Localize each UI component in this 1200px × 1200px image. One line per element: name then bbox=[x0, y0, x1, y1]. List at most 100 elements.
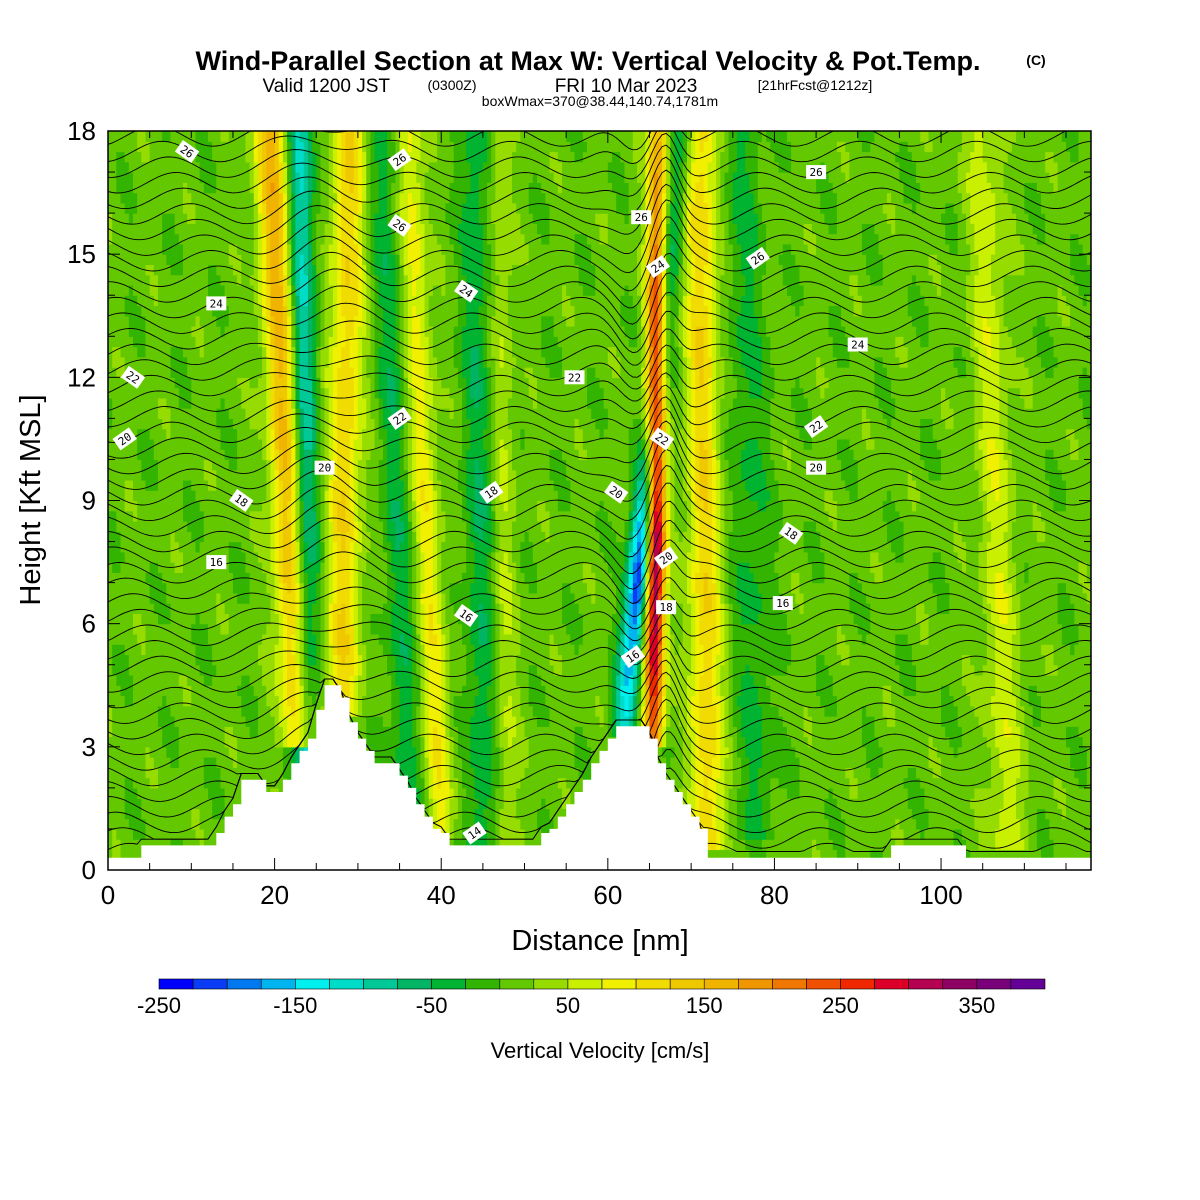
heat-cell bbox=[145, 182, 151, 194]
heat-cell bbox=[166, 305, 172, 317]
heat-cell bbox=[116, 572, 122, 584]
heat-cell bbox=[207, 202, 213, 214]
heat-cell bbox=[332, 131, 338, 142]
heat-cell bbox=[174, 500, 180, 512]
heat-cell bbox=[262, 613, 267, 625]
heat-cell bbox=[332, 479, 338, 491]
heat-cell bbox=[249, 326, 255, 337]
heat-cell bbox=[153, 695, 159, 707]
heat-cell bbox=[220, 531, 226, 543]
heat-cell bbox=[187, 623, 192, 635]
heat-cell bbox=[391, 757, 397, 768]
heat-cell bbox=[178, 305, 184, 317]
heat-cell bbox=[391, 182, 397, 194]
heat-cell bbox=[324, 397, 330, 409]
heat-cell bbox=[174, 644, 180, 656]
heat-cell bbox=[124, 500, 130, 512]
heat-cell bbox=[174, 674, 180, 686]
heat-cell bbox=[295, 644, 301, 656]
heat-cell bbox=[157, 192, 163, 204]
heat-cell bbox=[108, 346, 113, 358]
heat-cell bbox=[382, 582, 388, 594]
heat-cell bbox=[374, 233, 380, 245]
heat-cell bbox=[287, 726, 292, 738]
heat-cell bbox=[120, 469, 126, 481]
heat-cell bbox=[257, 674, 263, 686]
heat-cell bbox=[137, 336, 142, 348]
heat-cell bbox=[287, 182, 292, 194]
heat-cell bbox=[178, 438, 184, 450]
heat-cell bbox=[220, 664, 226, 676]
heat-cell bbox=[124, 674, 130, 686]
heat-cell bbox=[228, 736, 234, 748]
heat-cell bbox=[366, 284, 372, 296]
heat-cell bbox=[257, 408, 263, 419]
heat-cell bbox=[182, 284, 188, 296]
heat-cell bbox=[295, 685, 301, 697]
heat-cell bbox=[362, 264, 367, 276]
heat-cell bbox=[128, 408, 134, 419]
heat-cell bbox=[124, 623, 130, 635]
heat-cell bbox=[203, 705, 209, 717]
heat-cell bbox=[191, 490, 197, 502]
heat-cell bbox=[382, 428, 388, 440]
heat-cell bbox=[270, 582, 276, 594]
heat-cell bbox=[124, 315, 130, 327]
heat-cell bbox=[137, 521, 142, 532]
heat-cell bbox=[203, 808, 209, 820]
heat-cell bbox=[374, 541, 380, 553]
heat-cell bbox=[270, 315, 276, 327]
heat-cell bbox=[237, 264, 242, 276]
heat-cell bbox=[291, 459, 297, 471]
heat-cell bbox=[332, 664, 338, 676]
heat-cell bbox=[366, 356, 372, 368]
heat-cell bbox=[307, 562, 313, 573]
heat-cell bbox=[149, 654, 155, 666]
heat-cell bbox=[178, 295, 184, 307]
heat-cell bbox=[232, 572, 238, 584]
heat-cell bbox=[137, 705, 142, 717]
heat-cell bbox=[232, 705, 238, 717]
heat-cell bbox=[312, 408, 317, 419]
heat-cell bbox=[145, 243, 151, 255]
heat-cell bbox=[224, 192, 230, 204]
heat-cell bbox=[262, 592, 267, 604]
heat-cell bbox=[112, 469, 117, 481]
heat-cell bbox=[378, 397, 384, 409]
heat-cell bbox=[387, 274, 392, 286]
heat-cell bbox=[195, 562, 201, 573]
heat-cell bbox=[349, 428, 355, 440]
heat-cell bbox=[332, 336, 338, 348]
heat-cell bbox=[141, 572, 147, 584]
heat-cell bbox=[307, 141, 313, 153]
heat-cell bbox=[370, 438, 376, 450]
heat-cell bbox=[195, 613, 201, 625]
heat-cell bbox=[191, 387, 197, 399]
heat-cell bbox=[349, 305, 355, 317]
heat-cell bbox=[178, 664, 184, 676]
heat-cell bbox=[187, 418, 192, 430]
heat-cell bbox=[149, 202, 155, 214]
heat-cell bbox=[116, 716, 122, 727]
heat-cell bbox=[216, 223, 222, 235]
heat-cell bbox=[203, 459, 209, 471]
heat-cell bbox=[157, 736, 163, 748]
heat-cell bbox=[291, 757, 297, 768]
heat-cell bbox=[278, 551, 284, 563]
heat-cell bbox=[370, 736, 376, 748]
heat-cell bbox=[303, 716, 309, 727]
heat-cell bbox=[212, 500, 217, 512]
heat-cell bbox=[228, 172, 234, 183]
heat-cell bbox=[362, 284, 367, 296]
heat-cell bbox=[108, 623, 113, 635]
heat-cell bbox=[228, 305, 234, 317]
heat-cell bbox=[203, 736, 209, 748]
heat-cell bbox=[170, 521, 176, 532]
heat-cell bbox=[120, 736, 126, 748]
heat-cell bbox=[157, 798, 163, 810]
heat-cell bbox=[282, 531, 288, 543]
heat-cell bbox=[353, 674, 359, 686]
heat-cell bbox=[245, 469, 251, 481]
heat-cell bbox=[212, 192, 217, 204]
heat-cell bbox=[266, 131, 272, 142]
